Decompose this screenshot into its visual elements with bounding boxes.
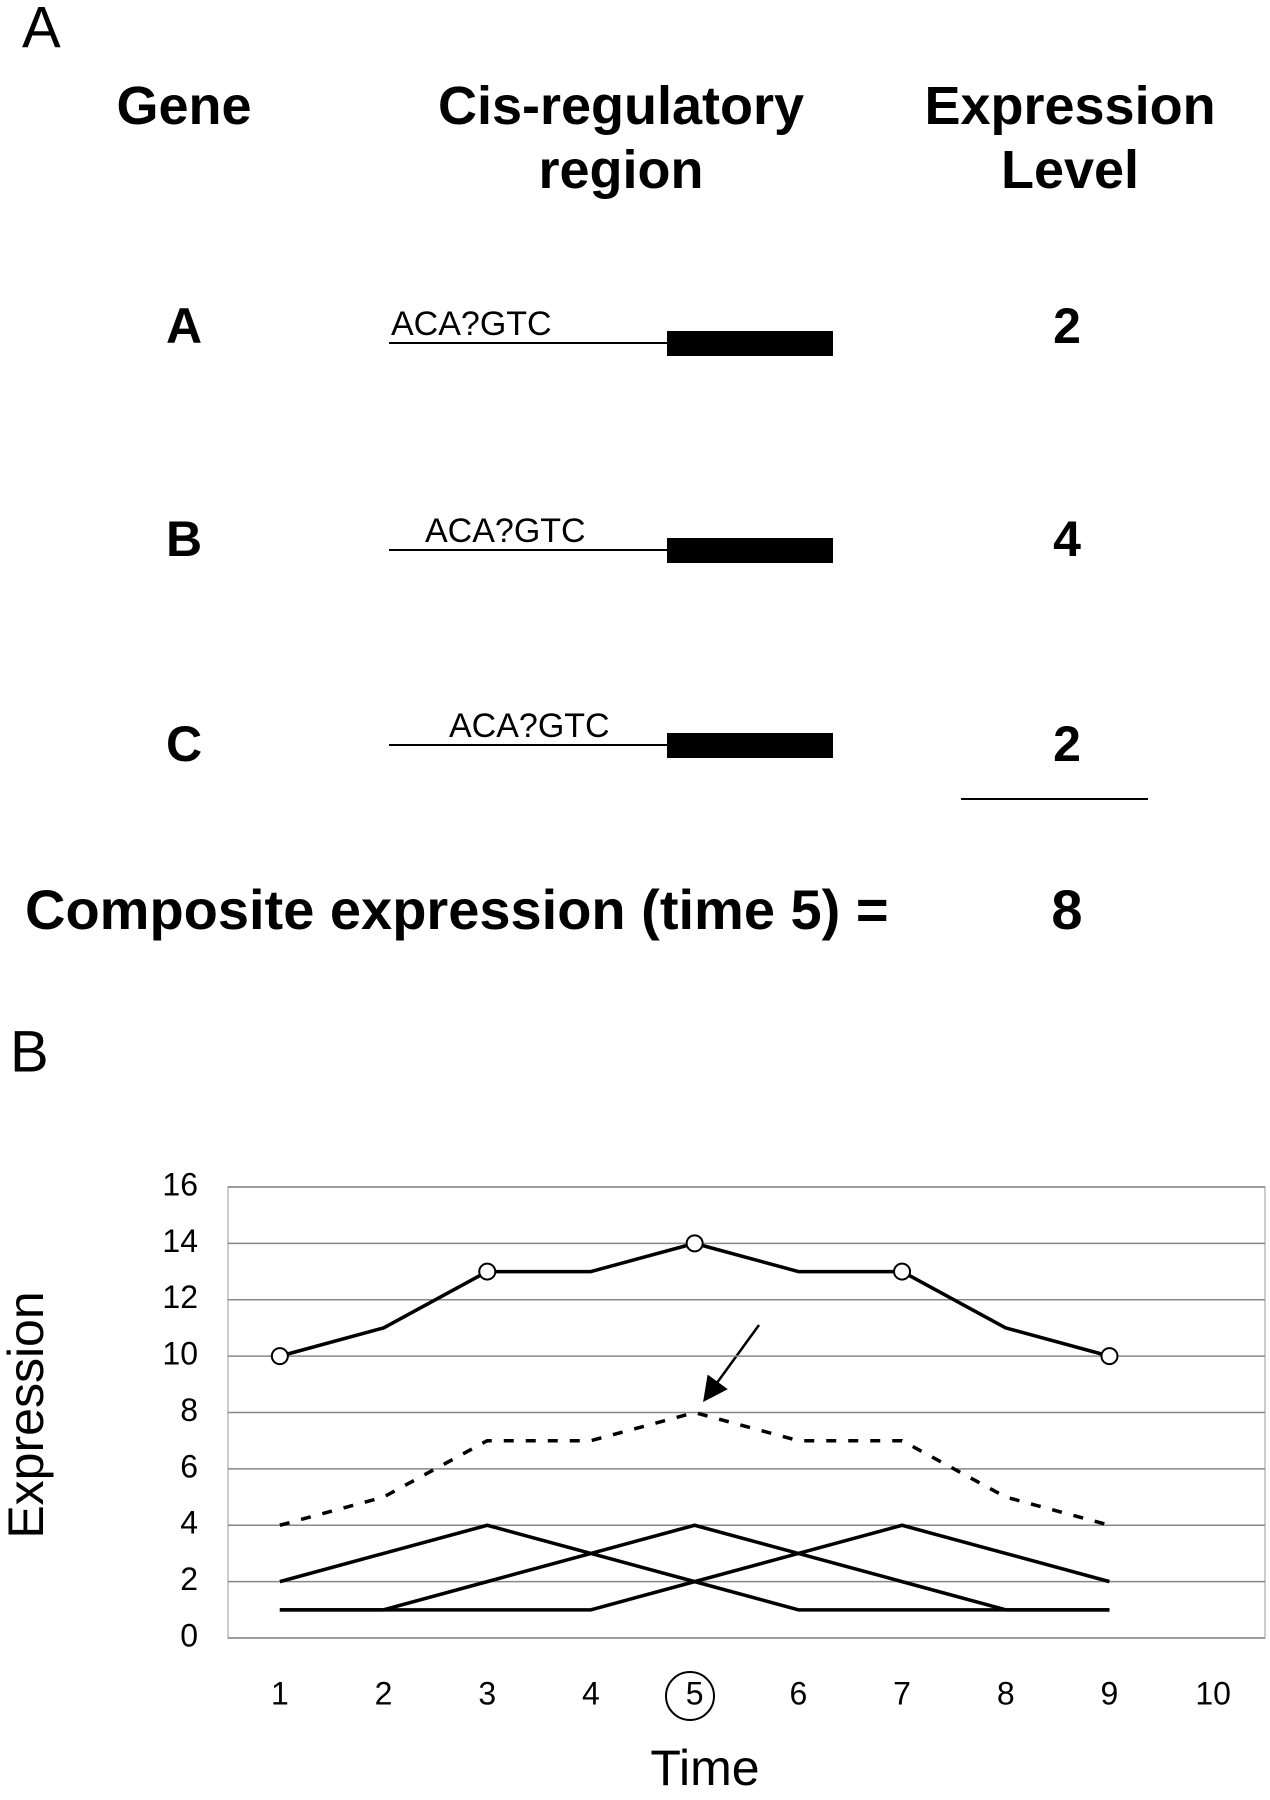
x-axis-title: Time — [650, 1740, 759, 1796]
panel-label: B — [10, 1019, 49, 1084]
column-header: Cis-regulatory region — [438, 76, 804, 200]
motif: ACA?GTC — [449, 707, 610, 745]
y-tick-label: 14 — [162, 1223, 198, 1259]
point-marker — [893, 1262, 912, 1281]
gene-label: A — [166, 298, 202, 354]
point-marker — [1100, 1347, 1119, 1366]
x-tick-label: 10 — [1195, 1675, 1231, 1711]
point-marker — [685, 1234, 704, 1253]
series-line — [279, 1523, 1110, 1612]
header-line: region — [538, 140, 703, 200]
x-tick-label: 6 — [789, 1675, 807, 1711]
x-tick-label: 7 — [893, 1675, 911, 1711]
coding-region — [667, 733, 833, 758]
x-tick-label: 5 — [686, 1675, 704, 1711]
coding-region — [667, 538, 833, 563]
column-header: Expression Level — [924, 76, 1215, 200]
gene-label: B — [166, 511, 202, 567]
x-tick-label: 2 — [375, 1675, 393, 1711]
expression-level: 2 — [1053, 298, 1081, 354]
y-tick-label: 10 — [162, 1336, 198, 1372]
highlight-circle — [665, 1671, 715, 1721]
arrow — [703, 1324, 761, 1403]
header-line: Level — [1001, 140, 1139, 200]
motif: ACA?GTC — [425, 512, 586, 550]
y-tick-label: 8 — [180, 1392, 198, 1428]
y-tick-label: 6 — [180, 1448, 198, 1484]
y-axis-title: Expression — [0, 1291, 54, 1538]
x-tick-label: 1 — [271, 1675, 289, 1711]
composite-label: Composite expression (time 5) = — [25, 878, 889, 941]
x-tick-label: 8 — [997, 1675, 1015, 1711]
expression-level: 4 — [1053, 511, 1081, 567]
y-tick-label: 0 — [180, 1617, 198, 1653]
x-tick-label: 4 — [582, 1675, 600, 1711]
point-marker — [478, 1262, 497, 1281]
expression-level: 2 — [1053, 716, 1081, 772]
header-line: Expression — [924, 76, 1215, 136]
motif: ACA?GTC — [391, 305, 552, 343]
y-tick-label: 2 — [180, 1561, 198, 1597]
series-line — [279, 1523, 1110, 1612]
y-tick-label: 4 — [180, 1505, 198, 1541]
x-tick-label: 9 — [1101, 1675, 1119, 1711]
header-line: Cis-regulatory — [438, 76, 804, 136]
series-line — [279, 1410, 1110, 1527]
series-line — [279, 1523, 1110, 1612]
coding-region — [667, 331, 833, 356]
y-tick-label: 12 — [162, 1279, 198, 1315]
column-header: Gene — [116, 76, 251, 136]
x-tick-label: 3 — [478, 1675, 496, 1711]
gene-label: C — [166, 716, 202, 772]
header-line: Gene — [116, 76, 251, 136]
point-marker — [270, 1347, 289, 1366]
composite-value: 8 — [1051, 878, 1082, 941]
y-tick-label: 16 — [162, 1166, 198, 1202]
panel-label: A — [22, 0, 61, 60]
